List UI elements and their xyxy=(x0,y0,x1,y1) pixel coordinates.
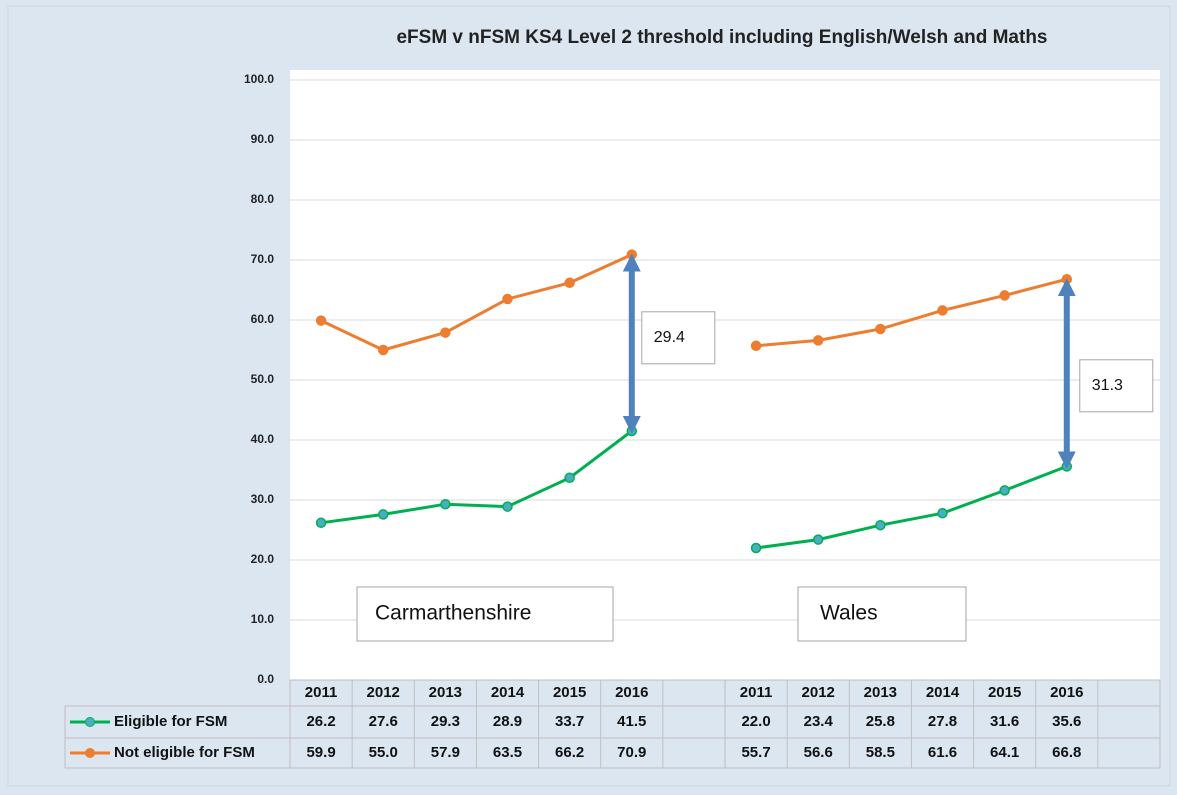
series-line xyxy=(755,277,1068,348)
data-point xyxy=(377,509,389,520)
x-tick-label: 2014 xyxy=(926,684,960,701)
legend-marker xyxy=(85,748,95,758)
x-tick-label: 2012 xyxy=(802,684,835,701)
data-point xyxy=(812,335,824,346)
y-tick-label: 60.0 xyxy=(251,312,275,326)
data-point xyxy=(750,340,762,352)
y-tick-label: 40.0 xyxy=(251,432,275,446)
y-tick-label: 70.0 xyxy=(251,252,275,266)
table-value: 66.8 xyxy=(1052,744,1081,761)
data-point xyxy=(875,519,886,531)
x-tick-label: 2013 xyxy=(429,684,462,701)
x-tick-label: 2011 xyxy=(305,684,338,701)
table-value: 55.7 xyxy=(741,744,770,761)
table-value: 66.2 xyxy=(555,744,584,761)
series-line xyxy=(320,429,633,525)
data-point xyxy=(999,485,1010,496)
x-tick-label: 2011 xyxy=(740,684,773,701)
y-tick-label: 0.0 xyxy=(257,672,274,686)
table-value: 58.5 xyxy=(866,744,895,761)
table-value: 31.6 xyxy=(990,713,1019,730)
data-point xyxy=(315,517,327,529)
table-value: 59.9 xyxy=(306,744,335,761)
region-label-box xyxy=(797,586,967,642)
annotation-text: 31.3 xyxy=(1092,377,1123,394)
series-line xyxy=(320,253,633,352)
table-value: 26.2 xyxy=(306,713,335,730)
data-point xyxy=(564,277,575,289)
y-tick-label: 30.0 xyxy=(251,492,275,506)
data-point xyxy=(999,290,1010,301)
data-point xyxy=(937,507,948,519)
table-value: 57.9 xyxy=(431,744,460,761)
table-value: 41.5 xyxy=(617,713,646,730)
y-tick-label: 10.0 xyxy=(251,612,275,626)
table-value: 56.6 xyxy=(804,744,833,761)
data-point xyxy=(564,472,575,484)
table-value: 23.4 xyxy=(804,713,834,730)
table-value: 28.9 xyxy=(493,713,522,730)
table-value: 27.6 xyxy=(369,713,398,730)
x-tick-label: 2013 xyxy=(864,684,897,701)
table-value: 22.0 xyxy=(741,713,770,730)
data-point xyxy=(502,293,513,305)
data-point xyxy=(377,344,389,356)
x-tick-label: 2016 xyxy=(615,684,648,701)
x-tick-label: 2012 xyxy=(367,684,400,701)
data-point xyxy=(750,542,762,554)
data-point xyxy=(937,305,948,316)
plot-area xyxy=(290,70,1160,680)
table-value: 25.8 xyxy=(866,713,895,730)
region-label: Carmarthenshire xyxy=(375,602,531,625)
legend-label: Not eligible for FSM xyxy=(114,744,255,761)
annotation-text: 29.4 xyxy=(654,329,685,346)
data-point xyxy=(812,534,824,545)
region-label: Wales xyxy=(820,602,878,625)
region-label-box xyxy=(356,586,614,642)
legend-marker xyxy=(85,717,95,727)
annotation-box xyxy=(1079,359,1154,413)
table-value: 27.8 xyxy=(928,713,957,730)
table-value: 61.6 xyxy=(928,744,957,761)
x-tick-label: 2016 xyxy=(1050,684,1083,701)
table-value: 35.6 xyxy=(1052,713,1081,730)
data-point xyxy=(502,501,513,512)
data-point xyxy=(626,425,638,437)
data-point xyxy=(440,498,451,510)
y-tick-label: 90.0 xyxy=(251,132,275,146)
y-tick-label: 80.0 xyxy=(251,192,275,206)
table-value: 29.3 xyxy=(431,713,460,730)
table-value: 70.9 xyxy=(617,744,646,761)
legend-label: Eligible for FSM xyxy=(114,713,227,730)
data-point xyxy=(626,249,638,260)
table-value: 63.5 xyxy=(493,744,522,761)
data-point xyxy=(1061,461,1073,472)
x-tick-label: 2015 xyxy=(988,684,1021,701)
x-tick-label: 2015 xyxy=(553,684,586,701)
data-point xyxy=(440,327,451,338)
series-line xyxy=(755,465,1068,550)
table-value: 64.1 xyxy=(990,744,1019,761)
data-point xyxy=(1061,273,1073,285)
y-tick-label: 100.0 xyxy=(244,72,274,86)
data-point xyxy=(315,315,327,326)
data-point xyxy=(875,323,886,335)
chart-title: eFSM v nFSM KS4 Level 2 threshold includ… xyxy=(396,27,1047,48)
y-tick-label: 50.0 xyxy=(251,372,275,386)
annotation-box xyxy=(641,311,716,365)
table-value: 55.0 xyxy=(369,744,398,761)
table-value: 33.7 xyxy=(555,713,584,730)
x-tick-label: 2014 xyxy=(491,684,525,701)
y-tick-label: 20.0 xyxy=(251,552,275,566)
